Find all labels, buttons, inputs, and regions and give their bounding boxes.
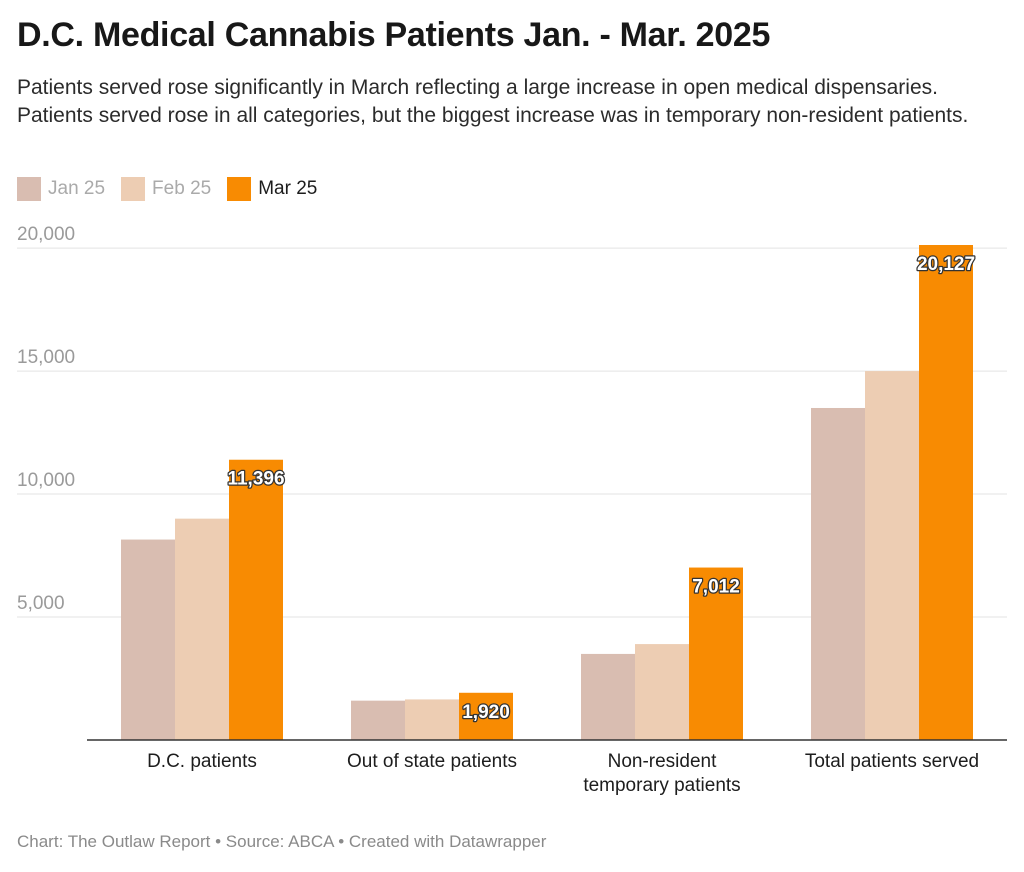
chart-title: D.C. Medical Cannabis Patients Jan. - Ma…: [17, 16, 771, 54]
legend-label-feb: Feb 25: [152, 178, 212, 199]
legend-swatch-mar: [227, 177, 252, 201]
x-tick-label: Non-resident temporary patients: [583, 751, 740, 796]
x-tick-label: D.C. patients: [147, 751, 257, 772]
y-tick-label: 10,000: [17, 470, 75, 491]
chart-footer: Chart: The Outlaw Report • Source: ABCA …: [17, 832, 547, 851]
legend-item-jan: Jan 25: [17, 177, 105, 201]
bar: [175, 518, 229, 740]
bar: [811, 407, 865, 740]
y-tick-label: 5,000: [17, 593, 65, 614]
chart-subtitle: Patients served rose significantly in Ma…: [17, 76, 969, 127]
bar: [351, 700, 405, 740]
bar: [121, 539, 175, 740]
legend-label-jan: Jan 25: [48, 178, 106, 199]
legend-swatch-feb: [121, 177, 146, 201]
y-tick-label: 20,000: [17, 224, 75, 245]
legend: Jan 25 Feb 25 Mar 25: [17, 176, 333, 202]
y-tick-label: 15,000: [17, 347, 75, 368]
bar: [229, 459, 283, 740]
legend-label-mar: Mar 25: [258, 178, 318, 199]
bar: [689, 567, 743, 740]
bar: [635, 644, 689, 740]
legend-item-feb: Feb 25: [121, 177, 211, 201]
bar-chart: 5,000 10,000 15,000 20,000 11,396 D.C. patien…: [17, 224, 1007, 796]
bar: [581, 653, 635, 740]
bar: [919, 245, 973, 740]
legend-item-mar: Mar 25: [227, 177, 317, 201]
data-label: 7,012: [692, 577, 740, 598]
data-label: 1,920: [462, 702, 510, 723]
x-tick-label: Out of state patients: [347, 751, 517, 772]
bar: [865, 371, 919, 740]
data-label: 20,127: [917, 254, 975, 275]
bar: [405, 699, 459, 740]
legend-swatch-jan: [17, 177, 41, 201]
bar: [459, 692, 513, 740]
data-label: 11,396: [227, 469, 284, 490]
x-tick-label: Total patients served: [805, 751, 979, 772]
